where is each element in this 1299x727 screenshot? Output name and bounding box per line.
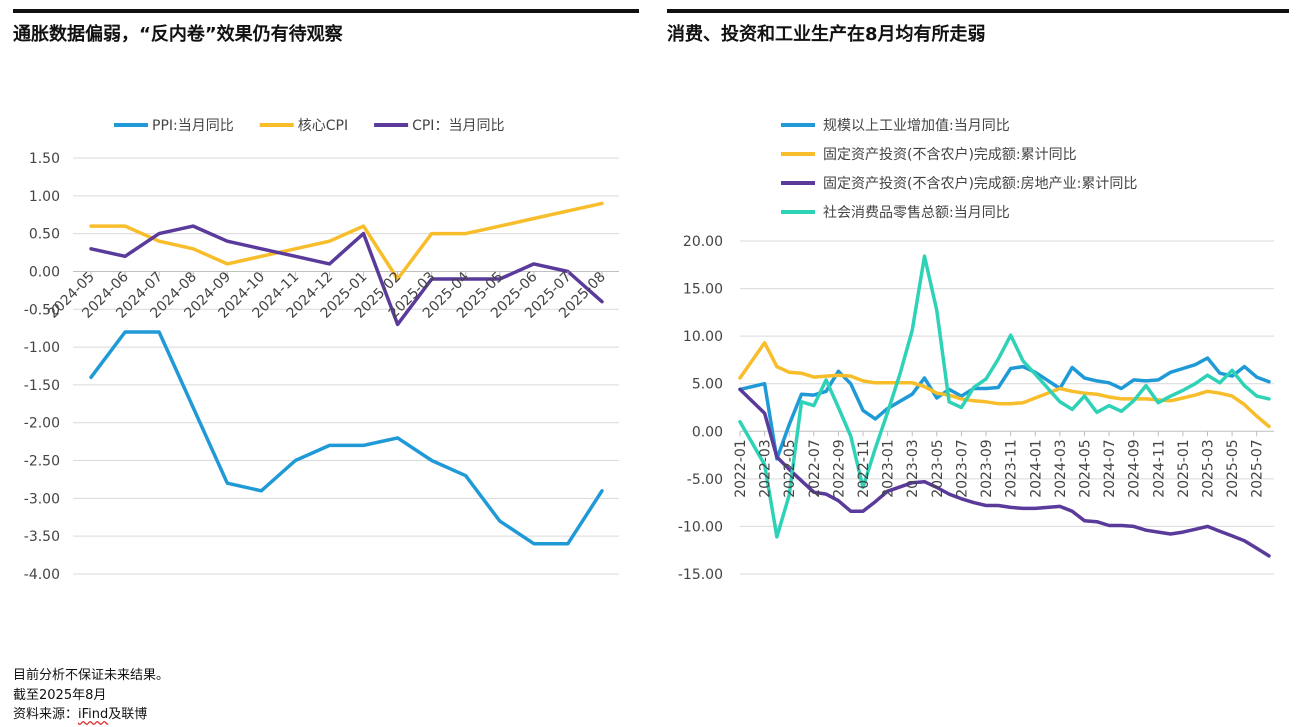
source-text: 资料来源：iFind及联博: [13, 703, 147, 722]
x-tick-label: 2025-01: [1176, 439, 1192, 498]
y-tick-label: -3.50: [24, 529, 60, 545]
series-line-0: [738, 356, 1271, 461]
x-tick-label: 2022-09: [831, 439, 847, 498]
y-tick-label: -4.00: [24, 567, 60, 583]
y-tick-label: -10.00: [678, 519, 723, 535]
x-tick-label: 2023-03: [905, 439, 921, 498]
x-tick-label: 2025-05: [1225, 439, 1241, 498]
x-tick-label: 2025-03: [1200, 439, 1216, 498]
x-tick-label: 2024-07: [1102, 439, 1118, 498]
activity-chart: 20.00 15.00 10.00 5.00 0.00 -5.00 -10.00 -15.00…: [678, 118, 1274, 583]
x-tick-label: 2024-01: [1028, 439, 1044, 498]
x-tick-label: 2022-01: [733, 439, 749, 498]
y-tick-label: -1.00: [24, 340, 60, 356]
legend-label-1: 固定资产投资(不含农户)完成额:累计同比: [823, 146, 1077, 163]
right-chart-title: 消费、投资和工业生产在8月均有所走弱: [667, 24, 986, 45]
legend-label-1: 核心CPI: [298, 118, 348, 134]
x-tick-label: 2023-09: [979, 439, 995, 498]
x-tick-label: 2023-01: [881, 439, 897, 498]
left-chart-title: 通胀数据偏弱，“反内卷”效果仍有待观察: [13, 24, 343, 45]
x-tick-label: 2022-11: [856, 439, 872, 498]
x-tick-label: 2024-09: [1127, 439, 1143, 498]
x-tick-label: 2024-03: [1053, 439, 1069, 498]
right-top-rule: [667, 9, 1289, 13]
source-prefix: 资料来源：: [13, 707, 79, 722]
as-of-date-text: 截至2025年8月: [13, 688, 107, 703]
left-top-rule: [13, 9, 639, 13]
y-tick-label: 0.00: [692, 424, 723, 440]
y-tick-label: 15.00: [683, 282, 723, 298]
x-tick-label: 2022-03: [758, 439, 774, 498]
series-line-0: [89, 330, 604, 546]
x-tick-label: 2024-05: [1077, 439, 1093, 498]
series-line-1: [738, 341, 1271, 429]
x-tick-label: 2023-11: [1004, 439, 1020, 498]
y-tick-label: -1.50: [24, 378, 60, 394]
series-line-2: [738, 387, 1271, 558]
x-tick-label: 2024-11: [1151, 439, 1167, 498]
y-tick-label: 1.00: [29, 189, 60, 205]
y-tick-label: -2.50: [24, 454, 60, 470]
legend-label-2: 固定资产投资(不含农户)完成额:房地产业:累计同比: [823, 175, 1137, 192]
y-tick-label: 0.00: [29, 264, 60, 280]
y-tick-label: 20.00: [683, 234, 723, 250]
y-tick-label: -5.00: [687, 472, 723, 488]
y-tick-label: -0.50: [24, 302, 60, 318]
y-tick-label: 10.00: [683, 329, 723, 345]
inflation-chart: 1.50 1.00 0.50 0.00 -0.50 -1.00 -1.50 -2.00 -2.5…: [24, 118, 619, 583]
source-ifind: iFind: [78, 707, 109, 722]
y-tick-label: -3.00: [24, 491, 60, 507]
legend-label-0: PPI:当月同比: [152, 118, 234, 134]
legend-label-3: 社会消费品零售总额:当月同比: [823, 205, 1010, 221]
source-suffix: 及联博: [108, 707, 148, 722]
x-tick-label: 2022-07: [807, 439, 823, 498]
series-line-2: [89, 224, 604, 327]
x-tick-label: 2023-07: [954, 439, 970, 498]
disclaimer-text: 目前分析不保证未来结果。: [13, 668, 170, 683]
y-tick-label: 5.00: [692, 377, 723, 393]
y-tick-label: 1.50: [29, 151, 60, 167]
y-tick-label: -2.00: [24, 416, 60, 432]
legend-label-2: CPI：当月同比: [412, 118, 504, 134]
series-line-1: [89, 201, 604, 281]
y-tick-label: -15.00: [678, 567, 723, 583]
legend-label-0: 规模以上工业增加值:当月同比: [823, 118, 1010, 134]
y-tick-label: 0.50: [29, 227, 60, 243]
x-tick-label: 2025-07: [1250, 439, 1266, 498]
series-line-3: [738, 254, 1271, 539]
x-tick-label: 2022-05: [782, 439, 798, 498]
x-tick-label: 2023-05: [930, 439, 946, 498]
